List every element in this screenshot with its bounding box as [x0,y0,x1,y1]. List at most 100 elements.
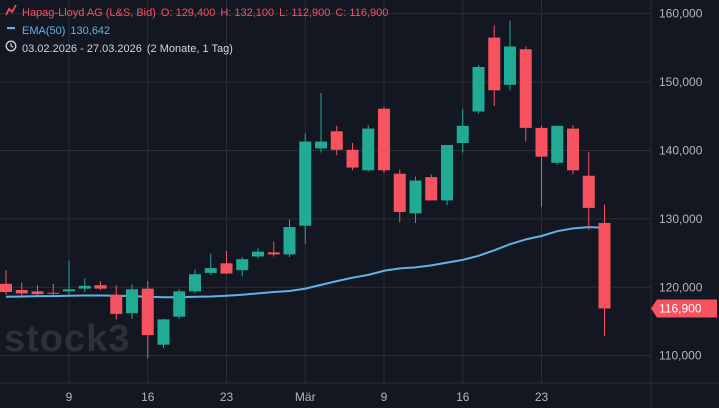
candle [441,144,453,206]
candle-body [173,291,186,317]
candle-body [378,108,390,171]
candle [393,169,406,223]
candle-body [252,251,264,257]
ema-series [5,226,605,299]
price-axis: 110,000 120,000 130,000 140,000 150,000 160,0… [659,7,703,363]
candle [204,253,217,275]
period-label: (2 Monate, 1 Tag) [146,42,233,55]
ema-value: 130,642 [70,24,111,37]
candle-body [409,180,422,214]
candle [519,46,532,142]
candle [315,93,327,153]
candle [299,133,312,245]
y-tick-label: 150,000 [659,75,703,89]
candle [267,241,280,257]
candle-body [189,274,201,292]
candle-body [472,67,485,112]
candle [63,260,75,295]
candle [409,176,422,223]
candle [126,284,138,319]
candle-body [362,128,375,171]
ema-line [5,226,605,299]
candle-body [299,141,312,226]
time-axis: 9 16 23 Mär 9 16 23 [66,390,549,404]
candle-body [535,127,548,157]
clock-icon [4,40,18,58]
candle [535,125,548,208]
candle [456,108,469,153]
candle [157,318,170,349]
candle [362,125,375,172]
candle-body [504,46,516,85]
candle-body [598,222,611,309]
y-tick-label: 110,000 [659,349,702,363]
candle-body [0,283,12,293]
last-price-label: 116,900 [659,301,702,315]
candle-body [551,125,564,163]
y-tick-label: 120,000 [659,280,703,294]
candle-body [63,289,75,292]
candle [236,257,249,277]
candle [582,151,595,230]
x-tick-label: 23 [535,390,549,404]
last-price-tag [651,299,717,318]
candle [189,269,201,294]
candle-body [267,252,280,255]
candle-body [78,285,91,289]
candle-body [456,125,469,143]
candle [31,285,44,296]
candle [551,125,564,165]
y-tick-label: 130,000 [659,212,703,226]
x-tick-label: 16 [141,390,155,404]
candle [378,106,390,174]
candle [425,174,438,201]
candle [283,219,296,258]
high-value: H: 132,100 [220,6,275,19]
candle [15,282,28,297]
candle-body [110,294,123,314]
candle-body [346,149,359,168]
candle-body [204,268,217,273]
candle [110,285,123,320]
chart-legend: Hapag-Lloyd AG (L&S, Bid) O: 129,400 H: … [4,4,388,58]
date-range: 03.02.2026 - 27.03.2026 [22,42,142,55]
candle [47,283,60,296]
candle [78,278,91,293]
candle [472,64,485,114]
legend-price-row: Hapag-Lloyd AG (L&S, Bid) O: 129,400 H: … [4,4,388,22]
candle [330,125,343,156]
candle-body [567,128,579,171]
ema-name: EMA(50) [22,24,66,37]
y-tick-label: 160,000 [659,7,703,21]
x-tick-label: 16 [456,390,470,404]
candle [220,251,233,275]
candle-body [425,177,438,201]
candle-body [157,319,170,345]
candle [567,125,579,175]
candle [141,281,154,359]
candlestick-series [0,20,611,359]
legend-ema-row: EMA(50) 130,642 [4,22,388,40]
candle-body [330,131,343,150]
candle-body [126,289,138,314]
candle [488,25,501,107]
x-tick-label: 9 [381,390,388,404]
candlestick-icon [4,4,18,22]
candle [252,248,264,259]
watermark: stock3 [4,318,131,360]
candle-body [141,288,154,336]
candle [346,142,359,171]
instrument-name: Hapag-Lloyd AG (L&S, Bid) [22,6,156,19]
line-series-icon [4,22,18,40]
x-tick-label: 23 [220,390,234,404]
candle-body [236,259,249,271]
candle-body [393,173,406,213]
legend-range-row: 03.02.2026 - 27.03.2026 (2 Monate, 1 Tag… [4,40,388,58]
candle [598,204,611,336]
close-value: C: 116,900 [335,6,389,19]
candle-body [315,141,327,149]
candle [173,289,186,319]
candle [94,281,107,290]
x-tick-label: Mär [295,390,316,404]
